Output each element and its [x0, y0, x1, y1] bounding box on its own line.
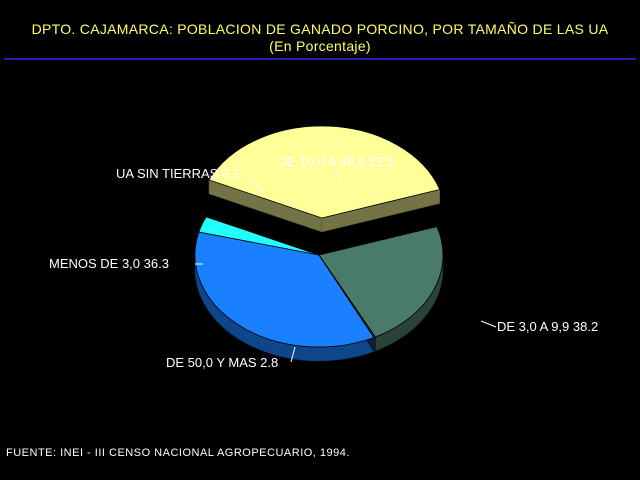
pie-label-de-10-0-a-49-9-leader	[334, 170, 342, 181]
pie-label-de-50-0-y-mas-leader	[290, 346, 296, 363]
pie-label-de-3-0-a-9-9: DE 3,0 A 9,9 38.2	[497, 319, 598, 334]
source-note: FUENTE: INEI - III CENSO NACIONAL AGROPE…	[6, 447, 350, 459]
pie-label-de-50-0-y-mas: DE 50,0 Y MAS 2.8	[166, 355, 278, 370]
pie-slice-de-10-0-a-49-9	[318, 226, 444, 338]
pie-label-de-3-0-a-9-9-leader	[480, 320, 497, 328]
pie-label-menos-de-3-0: MENOS DE 3,0 36.3	[49, 256, 169, 271]
pie-label-ua-sin-tierras-leader	[249, 179, 263, 192]
chart-subtitle: (En Porcentaje)	[269, 38, 371, 54]
title-divider	[4, 58, 636, 60]
pie-slice-ua-sin-tierras	[318, 254, 376, 338]
chart-title: DPTO. CAJAMARCA: POBLACION DE GANADO POR…	[31, 21, 609, 37]
pie-label-de-10-0-a-49-9: DE 10,0 A 49,9 22.5	[278, 154, 394, 169]
pie-label-ua-sin-tierras: UA SIN TIERRAS 0.2	[116, 166, 240, 181]
pie-slice-menos-de-3-0	[194, 231, 375, 348]
pie-slice-de-3-0-a-9-9	[208, 125, 441, 219]
